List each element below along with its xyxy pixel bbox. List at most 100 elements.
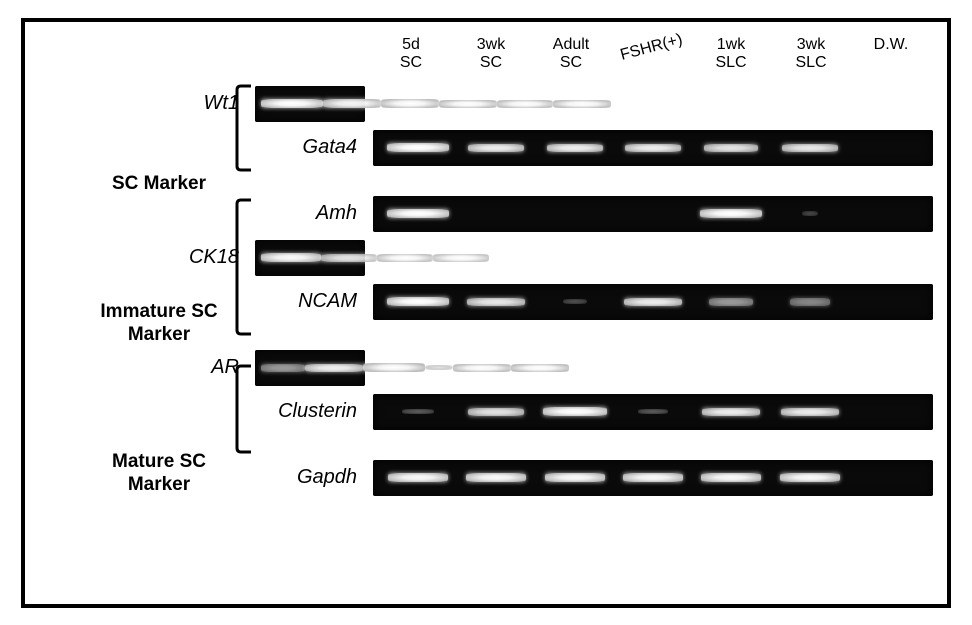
lane-header: 3wkSC [451, 36, 531, 73]
lane [457, 394, 535, 430]
lane [321, 240, 377, 276]
band [261, 253, 321, 262]
lane [363, 350, 425, 386]
group-label-immature: Immature SCMarker [69, 300, 249, 348]
lane [849, 196, 927, 232]
lane [849, 130, 927, 166]
lane [614, 394, 692, 430]
gel-ar [255, 350, 365, 386]
gene-label-ck18: CK18 [47, 246, 247, 269]
lane [770, 284, 848, 320]
gel-ncam [373, 284, 933, 320]
band [553, 100, 611, 108]
band [511, 364, 569, 372]
gene-label-amh: Amh [255, 202, 365, 225]
gene-label-ar: AR [47, 356, 247, 379]
band [467, 298, 525, 306]
band [377, 254, 433, 262]
band [261, 364, 305, 372]
lane-headers: 5dSC3wkSCAdultSCFSHR(+)1wkSLC3wkSLCD.W. [371, 36, 931, 73]
lane [849, 394, 927, 430]
lane [553, 86, 611, 122]
gel-gapdh [373, 460, 933, 496]
gene-label-ncam: NCAM [255, 290, 365, 313]
band [780, 473, 840, 482]
lane [536, 284, 614, 320]
band [321, 254, 377, 262]
lane [381, 86, 439, 122]
lane [614, 284, 692, 320]
lane [379, 130, 457, 166]
band [704, 144, 758, 152]
lane [614, 196, 692, 232]
lane [439, 86, 497, 122]
gel-amh [373, 196, 933, 232]
band [700, 209, 762, 218]
lane-header: FSHR(+) [611, 36, 691, 73]
row-gata4: Gata4 [47, 126, 933, 170]
group-label-sc: SC Marker [69, 172, 249, 196]
row-ck18: Immature SCMarker CK18 [47, 236, 933, 280]
lane [511, 350, 569, 386]
band [402, 409, 434, 414]
band [802, 211, 818, 216]
band [543, 407, 607, 416]
band [638, 409, 668, 414]
band [388, 473, 448, 482]
lane [377, 240, 433, 276]
gene-label-gata4: Gata4 [255, 136, 365, 159]
lane [261, 350, 305, 386]
lane [457, 130, 535, 166]
group-label-mature: Mature SCMarker [69, 450, 249, 498]
lane [379, 394, 457, 430]
lane [770, 394, 848, 430]
band [782, 144, 838, 152]
lane [457, 460, 535, 496]
lane [770, 196, 848, 232]
lane [433, 240, 489, 276]
lane [425, 350, 453, 386]
lane-header: D.W. [851, 36, 931, 73]
lane [770, 460, 848, 496]
lane [379, 460, 457, 496]
row-wt1: SC Marker Wt1 [47, 82, 933, 126]
band [790, 298, 830, 306]
row-clusterin: Clusterin [47, 390, 933, 434]
lane-header: 1wkSLC [691, 36, 771, 73]
band [363, 363, 425, 372]
band [625, 144, 681, 152]
band [387, 209, 449, 218]
row-amh: Amh [47, 192, 933, 236]
lane [614, 130, 692, 166]
band [453, 364, 511, 372]
lane [614, 460, 692, 496]
lane [536, 394, 614, 430]
band [466, 473, 526, 482]
lane [536, 130, 614, 166]
gel-wt1 [255, 86, 365, 122]
lane-header: AdultSC [531, 36, 611, 73]
band [624, 298, 682, 306]
lane [323, 86, 381, 122]
lane [770, 130, 848, 166]
lane [692, 130, 770, 166]
band [702, 408, 760, 416]
band [547, 144, 603, 152]
lane [261, 240, 321, 276]
gel-ck18 [255, 240, 365, 276]
band [425, 365, 453, 370]
lane [849, 460, 927, 496]
lane [692, 196, 770, 232]
lane [261, 86, 323, 122]
rows-container: SC Marker Wt1 Gata4 Amh Immature SCMarke… [47, 82, 933, 500]
band [545, 473, 605, 482]
band [781, 408, 839, 416]
band [563, 299, 587, 304]
band [623, 473, 683, 482]
band [439, 100, 497, 108]
band [381, 99, 439, 108]
band [433, 254, 489, 262]
band [305, 364, 363, 372]
band [387, 143, 449, 152]
lane [457, 284, 535, 320]
